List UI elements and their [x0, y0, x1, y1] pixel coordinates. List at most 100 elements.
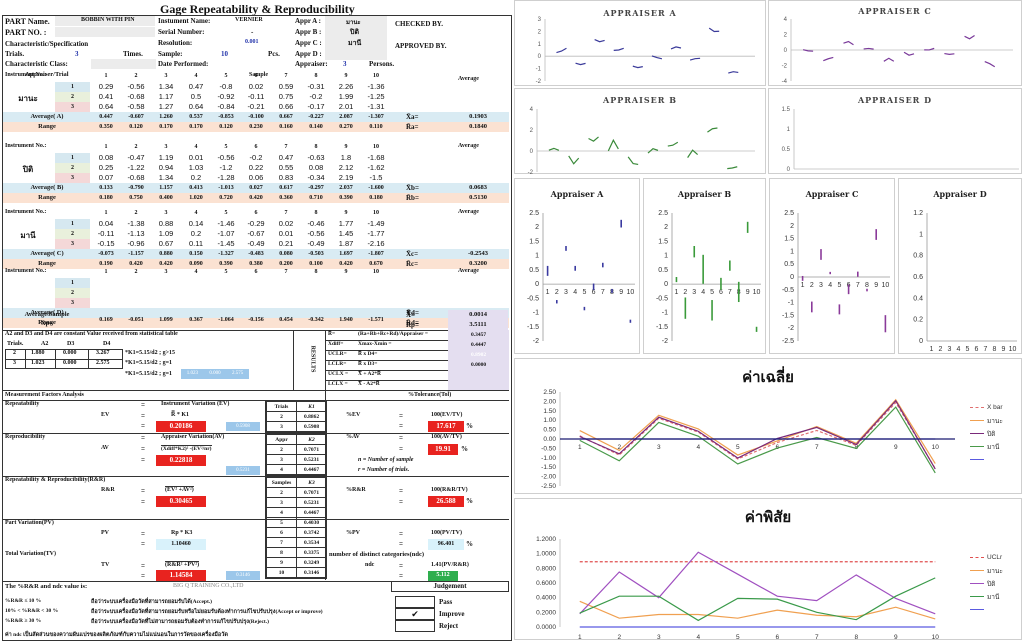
- measurement-cell[interactable]: -1.28: [217, 173, 235, 182]
- measurement-cell[interactable]: -0.56: [127, 82, 145, 91]
- measurement-cell[interactable]: -0.49: [247, 239, 265, 248]
- judgement-checkbox-reject[interactable]: [395, 620, 435, 632]
- judgement-checkbox-improve[interactable]: ✔: [395, 608, 435, 620]
- measurement-cell[interactable]: -1.68: [367, 153, 385, 162]
- measurement-cell[interactable]: 0.25: [98, 163, 114, 172]
- measurement-cell[interactable]: -0.46: [307, 219, 325, 228]
- measurement-cell[interactable]: 0.29: [98, 82, 114, 91]
- measurement-cell[interactable]: 0.14: [188, 219, 204, 228]
- measurement-cell[interactable]: 1.34: [158, 82, 174, 91]
- measurement-cell[interactable]: -0.68: [127, 92, 145, 101]
- measurement-cell[interactable]: 0.47: [188, 82, 204, 91]
- measurement-cell[interactable]: -0.2: [309, 92, 323, 101]
- measurement-cell[interactable]: -0.92: [217, 92, 235, 101]
- measurement-cell[interactable]: 0.59: [278, 82, 294, 91]
- measurement-cell[interactable]: -0.8: [219, 82, 233, 91]
- char-class-field[interactable]: [91, 59, 156, 69]
- measurement-cell[interactable]: 0.64: [188, 102, 204, 111]
- measurement-cell[interactable]: -0.49: [307, 239, 325, 248]
- measurement-cell[interactable]: 1.17: [158, 92, 174, 101]
- measurement-cell[interactable]: -0.96: [127, 239, 145, 248]
- measurement-cell[interactable]: -1.31: [367, 102, 385, 111]
- measurement-cell[interactable]: 0.01: [278, 229, 294, 238]
- measurement-cell[interactable]: -1.77: [367, 229, 385, 238]
- judgement-checkbox-pass[interactable]: [395, 596, 435, 608]
- appraiser-value[interactable]: 3: [343, 60, 347, 68]
- measurement-cell[interactable]: -0.29: [247, 219, 265, 228]
- measurement-cell[interactable]: -1.45: [217, 239, 235, 248]
- measurement-cell[interactable]: 1.27: [158, 102, 174, 111]
- measurement-cell[interactable]: -1.13: [127, 229, 145, 238]
- measurement-cell[interactable]: -1.2: [219, 163, 233, 172]
- measurement-cell[interactable]: 2.12: [338, 163, 354, 172]
- instrument-name-value[interactable]: VERNIER: [235, 17, 263, 23]
- sample-value[interactable]: 10: [221, 50, 228, 58]
- measurement-cell[interactable]: -1.62: [367, 163, 385, 172]
- measurement-cell[interactable]: 0.5: [190, 92, 202, 101]
- measurement-cell[interactable]: 0.47: [278, 153, 294, 162]
- measurement-cell[interactable]: -1.22: [127, 163, 145, 172]
- part-no-field[interactable]: [55, 27, 155, 37]
- measurement-cell[interactable]: 1.34: [158, 173, 174, 182]
- measurement-cell[interactable]: -0.84: [217, 102, 235, 111]
- measurement-cell[interactable]: 2.19: [338, 173, 354, 182]
- measurement-cell[interactable]: -0.21: [247, 102, 265, 111]
- measurement-cell[interactable]: 1.19: [158, 153, 174, 162]
- measurement-cell[interactable]: 0.41: [98, 92, 114, 101]
- measurement-cell[interactable]: 0.88: [158, 219, 174, 228]
- measurement-cell[interactable]: 0.83: [278, 173, 294, 182]
- measurement-cell[interactable]: -1.38: [127, 219, 145, 228]
- measurement-cell[interactable]: -1.49: [367, 219, 385, 228]
- measurement-cell[interactable]: 0.55: [278, 163, 294, 172]
- measurement-cell[interactable]: 1.8: [340, 153, 352, 162]
- measurement-cell[interactable]: -0.56: [307, 229, 325, 238]
- measurement-cell[interactable]: 2.01: [338, 102, 354, 111]
- measurement-cell[interactable]: -1.36: [367, 82, 385, 91]
- appr-b-value[interactable]: ปิติ: [350, 28, 359, 36]
- measurement-cell[interactable]: 0.2: [190, 173, 202, 182]
- measurement-cell[interactable]: 1.03: [188, 163, 204, 172]
- appr-c-value[interactable]: มานี: [348, 39, 362, 47]
- measurement-cell[interactable]: -0.58: [127, 102, 145, 111]
- measurement-cell[interactable]: -1.25: [367, 92, 385, 101]
- measurement-cell[interactable]: 1.45: [338, 229, 354, 238]
- part-name-value[interactable]: BOBBIN WITH PIN: [81, 17, 135, 23]
- measurement-cell[interactable]: 1.99: [338, 92, 354, 101]
- measurement-cell[interactable]: 0.2: [190, 229, 202, 238]
- measurement-cell[interactable]: -0.63: [307, 153, 325, 162]
- measurement-cell[interactable]: 0.06: [248, 173, 264, 182]
- measurement-cell[interactable]: -2.16: [367, 239, 385, 248]
- measurement-cell[interactable]: 2.26: [338, 82, 354, 91]
- measurement-cell[interactable]: 0.01: [188, 153, 204, 162]
- measurement-cell[interactable]: -1.46: [217, 219, 235, 228]
- measurement-cell[interactable]: 0.66: [278, 102, 294, 111]
- measurement-cell[interactable]: -1.5: [369, 173, 383, 182]
- measurement-cell[interactable]: 0.21: [278, 239, 294, 248]
- measurement-cell[interactable]: 0.22: [248, 163, 264, 172]
- measurement-cell[interactable]: -0.11: [97, 229, 115, 238]
- measurement-cell[interactable]: -0.67: [247, 229, 265, 238]
- measurement-cell[interactable]: 0.08: [308, 163, 324, 172]
- measurement-cell[interactable]: 0.08: [98, 153, 114, 162]
- measurement-cell[interactable]: 1.87: [338, 239, 354, 248]
- measurement-cell[interactable]: 0.64: [98, 102, 114, 111]
- measurement-cell[interactable]: 0.67: [158, 239, 174, 248]
- measurement-cell[interactable]: 0.07: [98, 173, 114, 182]
- appr-a-value[interactable]: มานะ: [346, 20, 361, 26]
- measurement-cell[interactable]: -0.15: [97, 239, 115, 248]
- measurement-cell[interactable]: -0.11: [247, 92, 265, 101]
- measurement-cell[interactable]: -0.17: [307, 102, 325, 111]
- measurement-cell[interactable]: 0.02: [248, 82, 264, 91]
- measurement-cell[interactable]: 0.11: [188, 239, 204, 248]
- measurement-cell[interactable]: 0.02: [278, 219, 294, 228]
- measurement-cell[interactable]: -0.56: [217, 153, 235, 162]
- resolution-value[interactable]: 0.001: [245, 39, 259, 45]
- trials-value[interactable]: 3: [75, 50, 79, 58]
- measurement-cell[interactable]: 0.04: [98, 219, 114, 228]
- measurement-cell[interactable]: 1.09: [158, 229, 174, 238]
- measurement-cell[interactable]: -1.07: [217, 229, 235, 238]
- measurement-cell[interactable]: -0.47: [127, 153, 145, 162]
- measurement-cell[interactable]: 1.77: [338, 219, 354, 228]
- measurement-cell[interactable]: -0.34: [307, 173, 325, 182]
- measurement-cell[interactable]: 0.75: [278, 92, 294, 101]
